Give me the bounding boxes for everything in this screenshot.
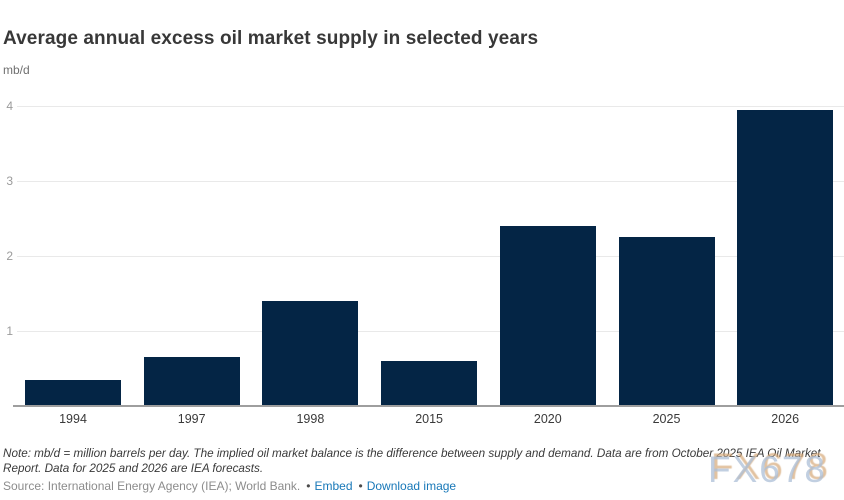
gridline-2 (17, 255, 844, 257)
chart-title: Average annual excess oil market supply … (3, 28, 539, 49)
source-text: Source: International Energy Agency (IEA… (3, 479, 301, 493)
bullet-separator: • (306, 479, 311, 493)
y-tick-label-2: 2 (6, 249, 13, 263)
bar-1994 (25, 379, 121, 406)
x-tick-label-2026: 2026 (771, 412, 800, 426)
bar-chart-plot: 1 2 3 4 1994 1997 1998 2015 2020 2025 2026 (0, 90, 844, 426)
x-tick-label-2020: 2020 (533, 412, 562, 426)
x-tick-label-1994: 1994 (59, 412, 87, 426)
bar-1997 (143, 357, 240, 406)
gridline-1 (17, 330, 844, 332)
gridline-4 (17, 105, 844, 107)
bar-2015 (381, 361, 478, 406)
bar-2025 (618, 237, 715, 406)
note-line-1: Note: mb/d = million barrels per day. Th… (3, 447, 821, 460)
y-tick-label-1: 1 (6, 324, 13, 338)
bar-1998 (262, 301, 359, 406)
source-line: Source: International Energy Agency (IEA… (3, 479, 456, 493)
bar-2026 (737, 109, 834, 406)
y-tick-label-4: 4 (6, 99, 13, 113)
chart-units-label: mb/d (3, 63, 30, 77)
y-tick-label-3: 3 (6, 174, 13, 188)
x-tick-label-2025: 2025 (652, 412, 681, 426)
gridline-3 (17, 180, 844, 182)
chart-note: Note: mb/d = million barrels per day. Th… (3, 446, 821, 476)
x-tick-label-2015: 2015 (415, 412, 443, 426)
bullet-separator: • (358, 479, 363, 493)
x-tick-label-1998: 1998 (296, 412, 325, 426)
x-tick-label-1997: 1997 (177, 412, 206, 426)
note-line-2: Report. Data for 2025 and 2026 are IEA f… (3, 462, 264, 475)
embed-link[interactable]: Embed (314, 479, 353, 493)
bar-2020 (499, 226, 596, 406)
x-axis-line (13, 405, 844, 407)
download-image-link[interactable]: Download image (366, 479, 457, 493)
